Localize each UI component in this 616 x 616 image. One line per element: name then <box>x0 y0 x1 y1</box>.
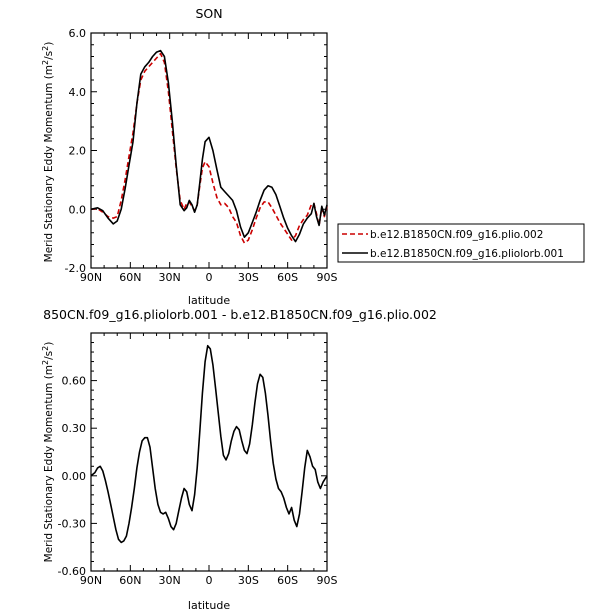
top-y-tick-label: 0.0 <box>69 203 87 216</box>
bottom-y-axis-label: Merid Stationary Eddy Momentum (m2/s2) <box>41 342 55 563</box>
legend-label-series-1: b.e12.B1850CN.f09_g16.plio.002 <box>370 229 543 241</box>
top-y-axis-label: Merid Stationary Eddy Momentum (m2/s2) <box>41 42 55 263</box>
bottom-x-tick-label: 60S <box>277 574 298 587</box>
bottom-y-tick-label: -0.30 <box>58 517 86 530</box>
top-x-axis-label: latitude <box>188 294 230 307</box>
bottom-panel: 850CN.f09_g16.pliolorb.001 - b.e12.B1850… <box>41 307 437 612</box>
top-x-tick-label: 90S <box>317 271 338 284</box>
top-x-tick-label: 30N <box>159 271 181 284</box>
bottom-series-line-1 <box>90 344 328 544</box>
top-x-tick-label: 60S <box>277 271 298 284</box>
top-x-tick-label: 60N <box>119 271 141 284</box>
top-series-line-1 <box>90 52 328 244</box>
top-x-tick-label: 0 <box>206 271 213 284</box>
top-y-tick-label: 6.0 <box>69 27 87 40</box>
top-panel: SON Merid Stationary Eddy Momentum (m2/s… <box>41 6 585 307</box>
bottom-chart-title: 850CN.f09_g16.pliolorb.001 - b.e12.B1850… <box>43 307 437 322</box>
bottom-y-tick-label: 0.30 <box>62 422 87 435</box>
top-x-tick-label: 30S <box>238 271 259 284</box>
top-series-line-2 <box>90 49 328 243</box>
bottom-x-tick-label: 90N <box>80 574 102 587</box>
bottom-x-tick-label: 30S <box>238 574 259 587</box>
top-plot-frame <box>90 32 328 269</box>
bottom-y-tick-label: 0.00 <box>62 470 87 483</box>
bottom-y-tick-label: 0.60 <box>62 375 87 388</box>
legend: b.e12.B1850CN.f09_g16.plio.002 b.e12.B18… <box>337 223 585 263</box>
bottom-x-tick-label: 0 <box>206 574 213 587</box>
bottom-x-axis-label: latitude <box>188 599 230 612</box>
legend-box <box>337 223 585 263</box>
bottom-y-tick-label: -0.60 <box>58 565 86 578</box>
top-x-tick-label: 90N <box>80 271 102 284</box>
top-y-tick-label: 4.0 <box>69 86 87 99</box>
bottom-x-tick-label: 60N <box>119 574 141 587</box>
bottom-x-tick-label: 90S <box>317 574 338 587</box>
legend-label-series-2: b.e12.B1850CN.f09_g16.pliolorb.001 <box>370 248 564 260</box>
top-chart-title: SON <box>195 6 222 21</box>
bottom-x-tick-label: 30N <box>159 574 181 587</box>
top-y-tick-label: 2.0 <box>69 145 87 158</box>
top-y-tick-label: -2.0 <box>65 262 86 275</box>
